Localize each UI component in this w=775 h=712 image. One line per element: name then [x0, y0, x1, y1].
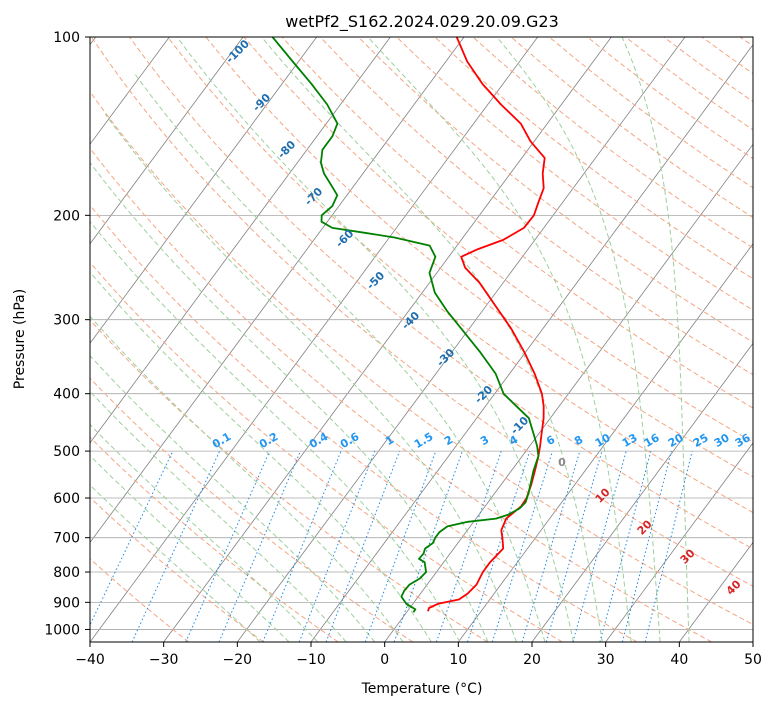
- x-axis-label: Temperature (°C): [361, 681, 483, 697]
- x-tick-label: 30: [597, 652, 615, 668]
- x-tick-label: 50: [744, 652, 762, 668]
- y-tick-label: 800: [53, 565, 80, 581]
- y-tick-label: 700: [53, 531, 80, 547]
- y-tick-label: 500: [53, 444, 80, 460]
- x-tick-label: −30: [149, 652, 179, 668]
- x-tick-label: −20: [223, 652, 253, 668]
- x-tick-label: −10: [296, 652, 326, 668]
- y-tick-label: 900: [53, 595, 80, 611]
- x-tick-label: −40: [75, 652, 105, 668]
- x-tick-label: 40: [670, 652, 688, 668]
- dry-adiabat-label: 0: [558, 456, 566, 469]
- y-tick-label: 600: [53, 491, 80, 507]
- y-axis-label: Pressure (hPa): [12, 289, 28, 389]
- y-tick-label: 100: [53, 30, 80, 46]
- y-tick-label: 1000: [44, 622, 80, 638]
- x-tick-label: 20: [523, 652, 541, 668]
- x-tick-label: 0: [380, 652, 389, 668]
- x-tick-label: 10: [449, 652, 467, 668]
- y-tick-label: 200: [53, 208, 80, 224]
- chart-title: wetPf2_S162.2024.029.20.09.G23: [285, 12, 559, 32]
- y-tick-label: 400: [53, 387, 80, 403]
- y-tick-label: 300: [53, 313, 80, 329]
